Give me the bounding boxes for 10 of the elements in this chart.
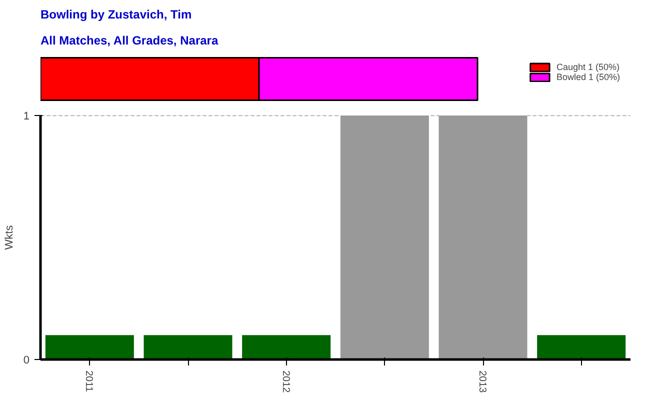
chart-title: Bowling by Zustavich, Tim <box>40 8 192 22</box>
chart-subtitle: All Matches, All Grades, Narara <box>40 34 218 48</box>
legend-label: Caught 1 (50%) <box>556 62 620 72</box>
x-tick-label: 2011 <box>83 370 94 392</box>
x-tick-label: 2013 <box>476 370 488 394</box>
legend-label: Bowled 1 (50%) <box>556 72 620 82</box>
y-tick-label: 1 <box>23 110 30 122</box>
y-axis-title: Wkts <box>3 224 16 250</box>
x-tick-label: 2012 <box>280 370 291 394</box>
y-tick-label: 0 <box>23 354 30 366</box>
